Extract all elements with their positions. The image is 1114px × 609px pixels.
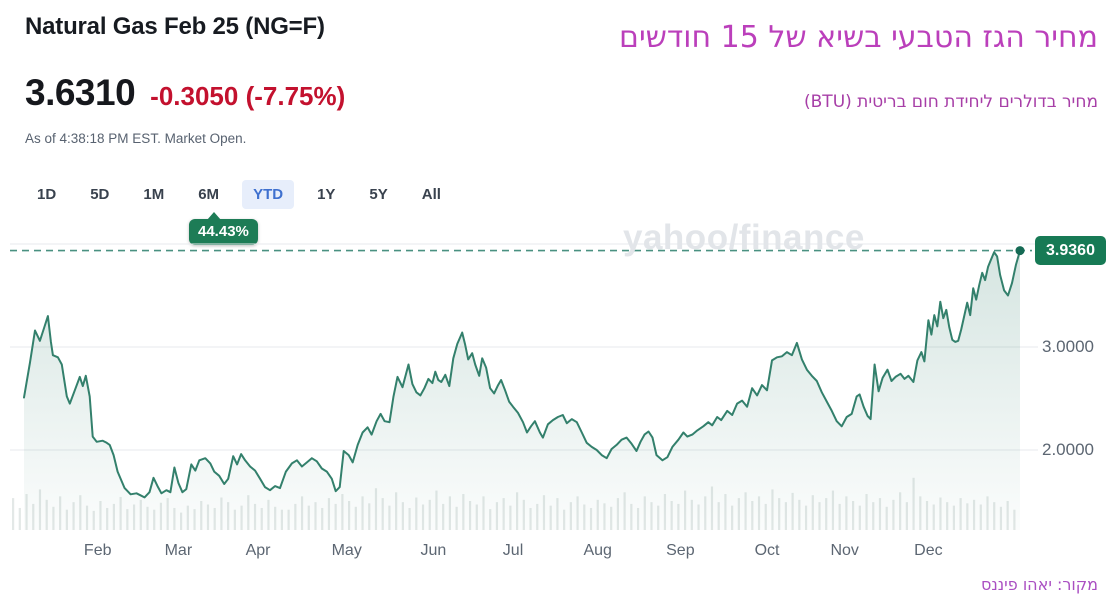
source-credit: מקור: יאהו פיננס [980, 575, 1098, 594]
tab-1m[interactable]: 1M [141, 180, 166, 209]
tab-1y[interactable]: 1Y [315, 180, 337, 209]
page-title: Natural Gas Feb 25 (NG=F) [25, 13, 325, 40]
tab-1d[interactable]: 1D [35, 180, 58, 209]
x-axis-label: Sep [666, 542, 695, 559]
subtitle-hebrew: מחיר בדולרים ליחידת חום בריטית (BTU) [804, 92, 1098, 112]
tab-all[interactable]: All [420, 180, 443, 209]
x-axis-label: Aug [583, 542, 612, 559]
x-axis-label: Oct [754, 542, 780, 559]
x-axis-label: Mar [164, 542, 193, 559]
range-tabs: 1D 5D 1M 6M YTD 1Y 5Y All [35, 180, 443, 209]
y-axis-label: 3.0000 [1042, 337, 1094, 356]
x-axis-label: Jul [502, 542, 524, 559]
x-axis-label: Feb [83, 542, 112, 559]
x-axis-label: Jun [420, 542, 447, 559]
headline-hebrew: מחיר הגז הטבעי בשיא של 15 חודשים [619, 20, 1098, 55]
price-change: -0.3050 (-7.75%) [150, 81, 346, 111]
watermark: yahoo/finance [623, 218, 865, 257]
x-axis-label: May [331, 542, 362, 559]
x-axis-label: Nov [830, 542, 859, 559]
tab-5y[interactable]: 5Y [367, 180, 389, 209]
current-price-badge: 3.9360 [1035, 236, 1106, 265]
quote-summary: 3.6310 -0.3050 (-7.75%) [25, 72, 345, 114]
x-axis-label: Dec [914, 542, 943, 559]
as-of-text: As of 4:38:18 PM EST. Market Open. [25, 131, 247, 146]
current-price: 3.6310 [25, 72, 136, 113]
ytd-change-tooltip: 44.43% [189, 212, 258, 245]
tab-5d[interactable]: 5D [88, 180, 111, 209]
y-axis-label: 2.0000 [1042, 440, 1094, 459]
tab-6m[interactable]: 6M [196, 180, 221, 209]
tab-ytd[interactable]: YTD [242, 180, 295, 209]
x-axis-label: Apr [245, 542, 271, 559]
